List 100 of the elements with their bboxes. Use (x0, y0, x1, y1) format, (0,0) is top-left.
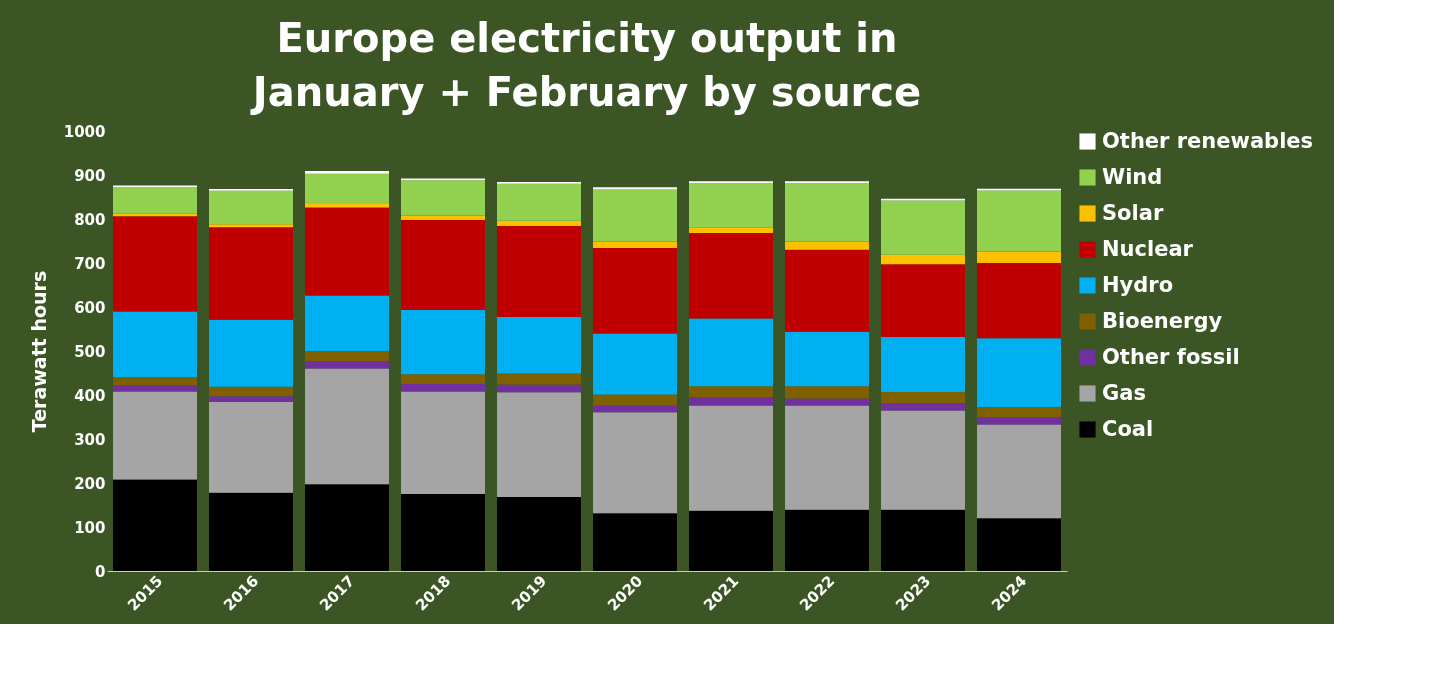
bar (881, 402, 965, 411)
bar (401, 384, 485, 392)
bar (209, 227, 293, 320)
bar (689, 510, 773, 571)
bar (209, 386, 293, 397)
bar (305, 484, 389, 571)
legend-label: Hydro (1102, 272, 1174, 297)
bar (305, 351, 389, 362)
bar (497, 392, 581, 498)
bar (113, 216, 197, 312)
bar (593, 513, 677, 571)
bar (497, 497, 581, 571)
legend-label: Coal (1102, 416, 1154, 441)
bar (209, 396, 293, 403)
y-tick-label: 800 (74, 210, 106, 229)
y-tick-label: 500 (74, 342, 106, 361)
bar (401, 219, 485, 311)
bar (305, 295, 389, 351)
bar (113, 376, 197, 386)
bar (977, 338, 1061, 407)
bar (497, 226, 581, 318)
y-tick-label: 100 (74, 518, 106, 537)
y-tick-label: 0 (95, 562, 106, 581)
bar (881, 264, 965, 337)
bar (113, 391, 197, 480)
bar (209, 190, 293, 225)
bar (689, 233, 773, 319)
bar (497, 373, 581, 385)
bar (593, 187, 677, 190)
bar (209, 224, 293, 228)
bar (113, 479, 197, 571)
bar (689, 182, 773, 228)
bar (593, 394, 677, 406)
bar (305, 173, 389, 205)
bar (881, 200, 965, 255)
y-axis-title: Terawatt hours (27, 270, 50, 433)
bar (113, 311, 197, 377)
bar (305, 207, 389, 296)
bar (593, 241, 677, 249)
bar (977, 406, 1061, 417)
bar (977, 518, 1061, 571)
bar (881, 509, 965, 571)
bar (401, 310, 485, 375)
bar (401, 374, 485, 384)
bar (305, 361, 389, 369)
legend-label: Bioenergy (1102, 308, 1223, 333)
bar (401, 391, 485, 494)
bar (689, 227, 773, 234)
bar (209, 319, 293, 387)
bar (785, 249, 869, 332)
y-tick-label: 900 (74, 166, 106, 185)
bar (785, 241, 869, 250)
bar (881, 254, 965, 265)
bar (785, 331, 869, 387)
bar (881, 336, 965, 392)
bar (977, 251, 1061, 263)
legend-label: Solar (1102, 200, 1164, 225)
bar (593, 405, 677, 413)
bar (113, 385, 197, 392)
bar (209, 492, 293, 571)
bar (593, 189, 677, 242)
bar (977, 190, 1061, 252)
bar (305, 204, 389, 208)
y-tick-label: 300 (74, 430, 106, 449)
legend-label: Other fossil (1102, 344, 1240, 369)
bar (785, 398, 869, 406)
bar (305, 171, 389, 174)
bar (977, 424, 1061, 519)
bar (689, 386, 773, 398)
bar (689, 405, 773, 511)
bar (497, 317, 581, 374)
y-tick-label: 600 (74, 298, 106, 317)
y-tick-label: 200 (74, 474, 106, 493)
bar (785, 405, 869, 510)
bar (785, 386, 869, 399)
bar (785, 182, 869, 242)
bar (785, 509, 869, 571)
bar (689, 397, 773, 406)
bar (977, 263, 1061, 339)
bar (209, 402, 293, 493)
bar (497, 220, 581, 227)
legend-label: Wind (1102, 164, 1163, 189)
y-tick-label: 700 (74, 254, 106, 273)
bar (401, 180, 485, 216)
chart-title: Europe electricity output in January + February by source (249, 15, 922, 115)
y-tick-label: 400 (74, 386, 106, 405)
legend-label: Nuclear (1102, 236, 1194, 261)
bar (497, 384, 581, 393)
bar (593, 333, 677, 395)
bar (593, 248, 677, 334)
bar (881, 391, 965, 403)
bar (881, 410, 965, 510)
bar (689, 318, 773, 387)
bar (977, 417, 1061, 425)
bar (401, 215, 485, 220)
bar (497, 183, 581, 221)
bar (593, 412, 677, 514)
bar (113, 186, 197, 214)
bar (401, 494, 485, 571)
legend-label: Other renewables (1102, 128, 1314, 153)
